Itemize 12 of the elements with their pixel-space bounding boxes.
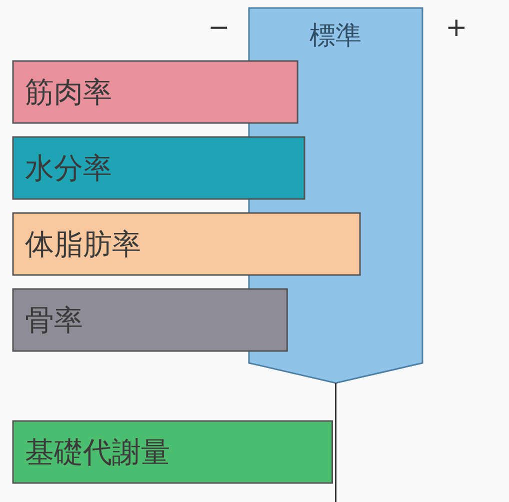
text: + [446, 13, 468, 43]
y-tick-label: 筋肉率 [25, 75, 112, 109]
bar [12, 212, 361, 276]
y-tick-label: 体脂肪率 [25, 227, 141, 261]
bar [12, 136, 306, 200]
text: − [208, 13, 230, 43]
band-label: 標準 [310, 21, 362, 51]
bar [12, 60, 298, 124]
y-tick-label: 基礎代謝量 [25, 435, 170, 469]
bar [12, 288, 288, 352]
y-tick-label: 骨率 [25, 303, 83, 337]
y-tick-label: 水分率 [25, 151, 112, 185]
